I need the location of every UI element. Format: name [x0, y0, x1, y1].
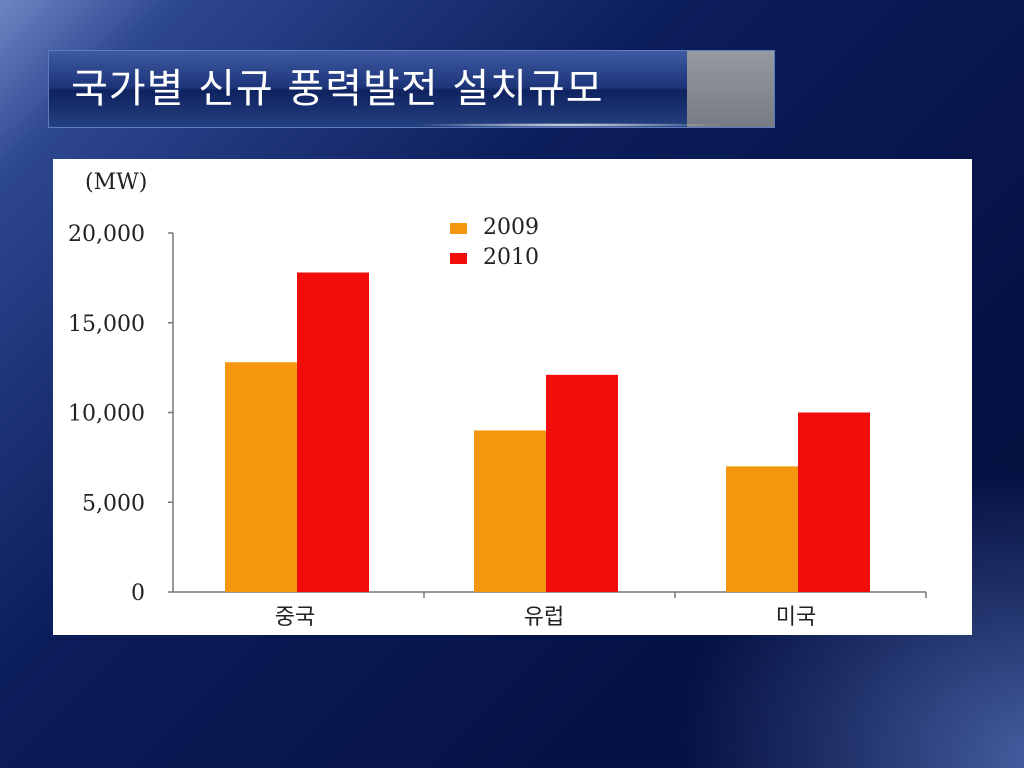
legend-label-2009: 2009 [483, 215, 539, 240]
y-tick-label: 0 [131, 581, 145, 606]
y-unit-label: (MW) [85, 170, 147, 195]
slide-title-bar: 국가별 신규 풍력발전 설치규모 [48, 50, 775, 128]
bar-2010-유럽 [546, 374, 618, 592]
chart-panel: (MW) 0 5,000 10,000 15,000 20,000 중국 유럽 미국 2009 20… [53, 159, 972, 635]
y-tick-label: 10,000 [68, 402, 145, 427]
bar-2010-미국 [798, 412, 870, 592]
legend-swatch-2010 [450, 253, 467, 264]
slide-title: 국가별 신규 풍력발전 설치규모 [71, 66, 604, 112]
x-tick-label: 미국 [776, 605, 816, 630]
x-tick-label: 유럽 [524, 605, 564, 630]
bar-chart: (MW) 0 5,000 10,000 15,000 20,000 중국 유럽 미국 2009 20… [68, 170, 927, 630]
y-tick-label: 15,000 [68, 312, 145, 337]
legend-swatch-2009 [450, 223, 467, 234]
y-tick-label: 20,000 [68, 222, 145, 247]
legend-label-2010: 2010 [483, 245, 539, 270]
title-accent-block [687, 51, 774, 127]
bar-2010-중국 [297, 272, 369, 592]
y-tick-label: 5,000 [82, 491, 145, 516]
x-tick-label: 중국 [275, 605, 315, 630]
bar-2009-유럽 [474, 430, 546, 592]
bar-2009-중국 [225, 362, 297, 592]
bar-2009-미국 [726, 466, 798, 592]
